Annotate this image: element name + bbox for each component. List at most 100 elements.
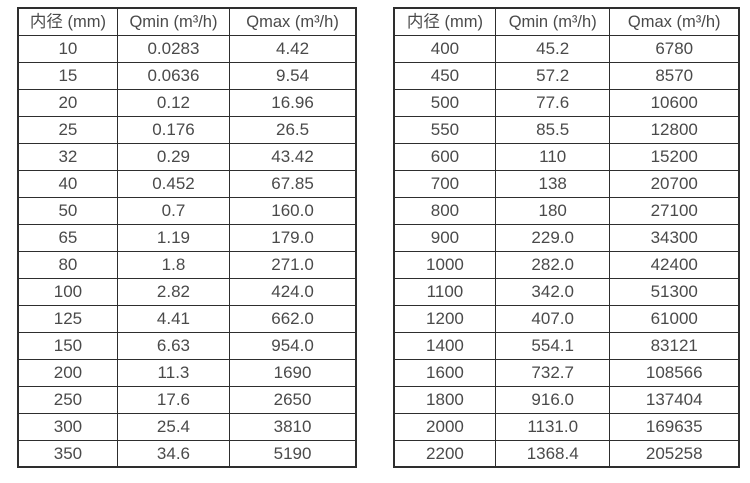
table-row: 125 4.41 662.0 (17, 304, 357, 333)
table-cell: 700 (393, 169, 496, 198)
table-cell: 1600 (393, 358, 496, 387)
table-cell: 1400 (393, 331, 496, 360)
table-cell: 15 (17, 61, 118, 90)
table-cell: 550 (393, 115, 496, 144)
table-row: 1800 916.0 137404 (393, 385, 740, 414)
table-cell: 25 (17, 115, 118, 144)
table-cell: 4.41 (116, 304, 231, 333)
table-cell: 916.0 (494, 385, 611, 414)
table-cell: 1200 (393, 304, 496, 333)
table-cell: 0.452 (116, 169, 231, 198)
table-cell: 125 (17, 304, 118, 333)
table-cell: 15200 (609, 142, 740, 171)
table-cell: 45.2 (494, 34, 611, 63)
table-cell: 271.0 (229, 250, 357, 279)
table-cell: 61000 (609, 304, 740, 333)
column-header-cell: Qmin (m³/h) (494, 7, 611, 36)
table-cell: 282.0 (494, 250, 611, 279)
table-row: 1400 554.1 83121 (393, 331, 740, 360)
table-row: 65 1.19 179.0 (17, 223, 357, 252)
column-header-cell: Qmax (m³/h) (609, 7, 740, 36)
table-cell: 407.0 (494, 304, 611, 333)
table-cell: 100 (17, 277, 118, 306)
table-cell: 2650 (229, 385, 357, 414)
table-cell: 229.0 (494, 223, 611, 252)
table-row: 1200 407.0 61000 (393, 304, 740, 333)
table-cell: 1690 (229, 358, 357, 387)
table-row: 50 0.7 160.0 (17, 196, 357, 225)
table-row: 25 0.176 26.5 (17, 115, 357, 144)
table-cell: 80 (17, 250, 118, 279)
table-row: 400 45.2 6780 (393, 34, 740, 63)
table-cell: 138 (494, 169, 611, 198)
table-cell: 205258 (609, 439, 740, 468)
table-cell: 5190 (229, 439, 357, 468)
table-cell: 43.42 (229, 142, 357, 171)
table-row: 2000 1131.0 169635 (393, 412, 740, 441)
table-cell: 77.6 (494, 88, 611, 117)
table-body: 400 45.2 6780 450 57.2 8570 500 77.6 10600 550 85.… (393, 34, 740, 468)
table-cell: 11.3 (116, 358, 231, 387)
table-row: 250 17.6 2650 (17, 385, 357, 414)
table-row: 700 138 20700 (393, 169, 740, 198)
table-cell: 179.0 (229, 223, 357, 252)
table-cell: 50 (17, 196, 118, 225)
table-cell: 1000 (393, 250, 496, 279)
table-cell: 2.82 (116, 277, 231, 306)
table-row: 内径 (mm) Qmin (m³/h) Qmax (m³/h) (17, 7, 357, 36)
table-cell: 1100 (393, 277, 496, 306)
table-cell: 34300 (609, 223, 740, 252)
column-header-cell: Qmax (m³/h) (229, 7, 357, 36)
table-cell: 160.0 (229, 196, 357, 225)
table-row: 450 57.2 8570 (393, 61, 740, 90)
table-row: 10 0.0283 4.42 (17, 34, 357, 63)
table-row: 600 110 15200 (393, 142, 740, 171)
column-header-cell: Qmin (m³/h) (116, 7, 231, 36)
table-cell: 554.1 (494, 331, 611, 360)
table-row: 1100 342.0 51300 (393, 277, 740, 306)
table-row: 2200 1368.4 205258 (393, 439, 740, 468)
table-cell: 108566 (609, 358, 740, 387)
table-cell: 10600 (609, 88, 740, 117)
table-cell: 137404 (609, 385, 740, 414)
table-row: 500 77.6 10600 (393, 88, 740, 117)
table-cell: 0.0636 (116, 61, 231, 90)
table-cell: 954.0 (229, 331, 357, 360)
table-cell: 300 (17, 412, 118, 441)
table-body: 10 0.0283 4.42 15 0.0636 9.54 20 0.12 16.96 25 0.1… (17, 34, 357, 468)
table-cell: 800 (393, 196, 496, 225)
table-cell: 2200 (393, 439, 496, 468)
table-cell: 150 (17, 331, 118, 360)
table-cell: 342.0 (494, 277, 611, 306)
table-cell: 600 (393, 142, 496, 171)
table-row: 40 0.452 67.85 (17, 169, 357, 198)
table-cell: 424.0 (229, 277, 357, 306)
table-cell: 25.4 (116, 412, 231, 441)
flow-tables-container: 内径 (mm) Qmin (m³/h) Qmax (m³/h) 10 0.0283 4.… (17, 7, 740, 468)
table-cell: 17.6 (116, 385, 231, 414)
table-cell: 180 (494, 196, 611, 225)
table-cell: 2000 (393, 412, 496, 441)
table-row: 80 1.8 271.0 (17, 250, 357, 279)
table-cell: 27100 (609, 196, 740, 225)
table-cell: 57.2 (494, 61, 611, 90)
table-cell: 20700 (609, 169, 740, 198)
table-row: 300 25.4 3810 (17, 412, 357, 441)
table-cell: 85.5 (494, 115, 611, 144)
table-cell: 1800 (393, 385, 496, 414)
table-cell: 1131.0 (494, 412, 611, 441)
table-cell: 6780 (609, 34, 740, 63)
table-cell: 42400 (609, 250, 740, 279)
table-cell: 0.176 (116, 115, 231, 144)
table-row: 1600 732.7 108566 (393, 358, 740, 387)
table-cell: 169635 (609, 412, 740, 441)
column-header-cell: 内径 (mm) (17, 7, 118, 36)
table-header-row: 内径 (mm) Qmin (m³/h) Qmax (m³/h) (393, 7, 740, 36)
table-cell: 1.8 (116, 250, 231, 279)
table-cell: 3810 (229, 412, 357, 441)
table-row: 550 85.5 12800 (393, 115, 740, 144)
table-row: 100 2.82 424.0 (17, 277, 357, 306)
table-cell: 9.54 (229, 61, 357, 90)
table-cell: 6.63 (116, 331, 231, 360)
